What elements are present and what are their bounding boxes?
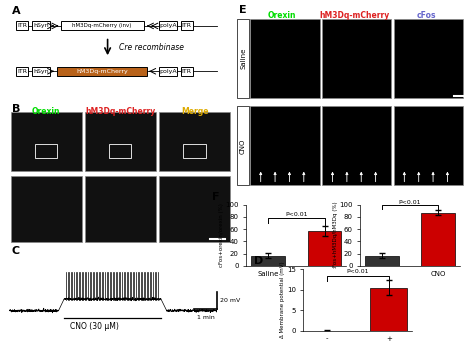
Bar bbox=[250, 19, 319, 98]
Bar bbox=[251, 255, 285, 266]
Text: A: A bbox=[12, 6, 20, 16]
Text: hM3Dq-mCherry: hM3Dq-mCherry bbox=[319, 11, 389, 20]
Bar bbox=[308, 231, 341, 266]
Bar bbox=[237, 19, 249, 98]
Text: hM3Dq-mCherry: hM3Dq-mCherry bbox=[76, 69, 128, 74]
Text: Merge: Merge bbox=[181, 106, 209, 116]
Text: polyA: polyA bbox=[159, 24, 177, 28]
Text: hSyn: hSyn bbox=[33, 69, 49, 74]
Y-axis label: cFos+orexin/orexin (%): cFos+orexin/orexin (%) bbox=[219, 203, 224, 267]
Text: CNO: CNO bbox=[240, 138, 246, 153]
Bar bbox=[159, 21, 177, 30]
Bar bbox=[16, 67, 28, 76]
Bar bbox=[393, 106, 463, 185]
Bar bbox=[109, 144, 131, 158]
Text: P<0.01: P<0.01 bbox=[285, 212, 308, 217]
Bar bbox=[421, 212, 455, 266]
Text: polyA: polyA bbox=[159, 69, 177, 74]
Text: ITR: ITR bbox=[182, 69, 191, 74]
Bar bbox=[159, 67, 177, 76]
Bar bbox=[159, 176, 230, 242]
Text: hM3Dq-mCherry: hM3Dq-mCherry bbox=[85, 106, 155, 116]
Text: P<0.01: P<0.01 bbox=[399, 199, 421, 205]
Text: cFos: cFos bbox=[416, 11, 436, 20]
Bar bbox=[16, 21, 28, 30]
Bar bbox=[11, 176, 82, 242]
Bar bbox=[393, 19, 463, 98]
Text: hSyn: hSyn bbox=[33, 24, 49, 28]
Text: B: B bbox=[12, 104, 20, 114]
Bar bbox=[322, 106, 392, 185]
Text: Cre recombinase: Cre recombinase bbox=[118, 43, 183, 52]
Bar bbox=[61, 21, 144, 30]
Text: ITR: ITR bbox=[17, 24, 27, 28]
Text: D: D bbox=[254, 256, 264, 266]
Bar bbox=[181, 21, 192, 30]
Text: 1 min: 1 min bbox=[197, 315, 214, 320]
Text: C: C bbox=[12, 246, 20, 256]
Text: Saline: Saline bbox=[240, 48, 246, 70]
Y-axis label: Δ Membrane potential (mV): Δ Membrane potential (mV) bbox=[280, 262, 285, 338]
Bar bbox=[370, 288, 408, 331]
Bar bbox=[237, 106, 249, 185]
Bar bbox=[181, 67, 192, 76]
Text: Orexin: Orexin bbox=[268, 11, 297, 20]
Text: ITR: ITR bbox=[17, 69, 27, 74]
Text: P<0.01: P<0.01 bbox=[346, 269, 369, 274]
Bar bbox=[250, 106, 319, 185]
Bar bbox=[32, 21, 50, 30]
Text: ITR: ITR bbox=[182, 24, 191, 28]
Text: hM3Dq-mCherry (inv): hM3Dq-mCherry (inv) bbox=[73, 24, 132, 28]
Text: CNO (30 μM): CNO (30 μM) bbox=[70, 322, 118, 330]
Text: Orexin: Orexin bbox=[32, 106, 61, 116]
Text: F: F bbox=[211, 192, 219, 202]
Bar bbox=[322, 19, 392, 98]
Bar bbox=[183, 144, 206, 158]
Text: E: E bbox=[239, 4, 247, 15]
Bar bbox=[85, 112, 156, 170]
Y-axis label: cFos+hM3Dq/hM3Dq (%): cFos+hM3Dq/hM3Dq (%) bbox=[333, 201, 337, 270]
Bar bbox=[11, 112, 82, 170]
Bar bbox=[32, 67, 50, 76]
Bar bbox=[365, 255, 399, 266]
Bar bbox=[85, 176, 156, 242]
Bar bbox=[159, 112, 230, 170]
Text: 20 mV: 20 mV bbox=[220, 298, 240, 303]
Bar bbox=[57, 67, 147, 76]
Bar bbox=[35, 144, 57, 158]
